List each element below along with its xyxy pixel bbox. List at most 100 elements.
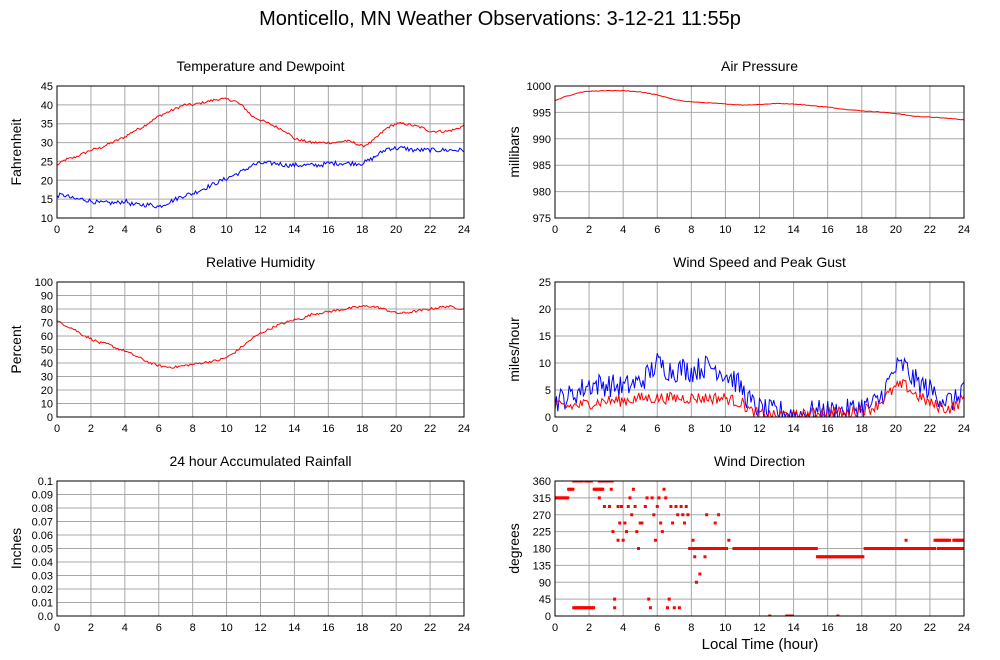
y-axis-label: miles/hour (506, 317, 522, 382)
x-tick-label: 18 (356, 622, 368, 634)
direction-point (637, 547, 641, 550)
direction-point (814, 547, 818, 550)
direction-point (861, 555, 865, 559)
direction-point (647, 597, 651, 601)
x-tick-label: 2 (586, 622, 592, 634)
plot-area (57, 97, 464, 209)
y-tick-label: 20 (41, 385, 53, 397)
y-tick-label: 25 (539, 277, 551, 289)
x-tick-label: 6 (156, 423, 162, 435)
x-tick-label: 16 (822, 224, 834, 236)
direction-point (592, 606, 596, 610)
direction-point (660, 530, 664, 534)
chart-title: Relative Humidity (206, 254, 315, 270)
direction-point (683, 521, 687, 525)
direction-point (633, 505, 637, 508)
x-tick-label: 8 (190, 622, 196, 634)
x-tick-label: 14 (787, 224, 799, 236)
x-tick-label: 20 (390, 423, 402, 435)
direction-point (609, 487, 613, 491)
x-tick-label: 18 (356, 224, 368, 236)
direction-point (643, 505, 647, 508)
y-tick-label: 0.08 (32, 503, 53, 515)
direction-point (684, 505, 688, 508)
x-tick-label: 4 (620, 423, 626, 435)
direction-point (645, 496, 649, 500)
x-tick-label: 16 (322, 423, 334, 435)
direction-point (659, 521, 663, 525)
plot-frame (56, 281, 465, 418)
x-tick-label: 24 (958, 423, 970, 435)
direction-point (630, 513, 634, 517)
direction-point (961, 547, 964, 550)
x-tick-label: 12 (753, 224, 765, 236)
x-tick-label: 8 (688, 423, 694, 435)
x-tick-label: 12 (254, 423, 266, 435)
series-line-red (57, 97, 464, 166)
x-tick-label: 10 (719, 423, 731, 435)
y-tick-label: 980 (533, 187, 551, 199)
x-tick-label: 24 (458, 423, 470, 435)
x-tick-label: 8 (688, 224, 694, 236)
y-tick-label: 0.04 (32, 557, 53, 569)
x-tick-label: 12 (254, 224, 266, 236)
chart-title: Wind Direction (714, 453, 805, 469)
y-tick-label: 35 (41, 119, 53, 131)
y-axis-label: Inches (8, 528, 24, 569)
series-line-blue (57, 145, 464, 209)
y-tick-label: 45 (41, 81, 53, 93)
x-tick-label: 2 (88, 622, 94, 634)
x-tick-label: 16 (822, 622, 834, 634)
x-tick-label: 10 (220, 224, 232, 236)
y-tick-label: 5 (545, 385, 551, 397)
direction-point (623, 521, 627, 525)
direction-point (677, 606, 681, 610)
y-tick-label: 985 (533, 160, 551, 172)
x-tick-label: 6 (156, 622, 162, 634)
plot-area (555, 481, 964, 616)
chart-title: Wind Speed and Peak Gust (673, 254, 846, 270)
direction-point (611, 530, 615, 534)
x-tick-label: 4 (620, 224, 626, 236)
direction-point (657, 496, 661, 500)
direction-point (669, 505, 673, 508)
direction-point (621, 538, 625, 542)
direction-point (681, 513, 685, 517)
x-tick-label: 4 (122, 224, 128, 236)
chart-title: Temperature and Dewpoint (176, 58, 344, 74)
chart-title: 24 hour Accumulated Rainfall (169, 453, 351, 469)
x-tick-label: 2 (88, 224, 94, 236)
x-tick-label: 10 (719, 622, 731, 634)
direction-point (608, 505, 612, 508)
direction-point (652, 513, 656, 517)
plot-area (555, 353, 964, 417)
direction-point (705, 513, 709, 517)
y-tick-label: 40 (41, 358, 53, 370)
direction-point (789, 547, 793, 550)
direction-point (665, 606, 669, 610)
y-tick-label: 25 (41, 156, 53, 168)
direction-point (610, 481, 614, 483)
x-tick-label: 20 (890, 622, 902, 634)
series-line-blue (555, 353, 964, 417)
direction-point (693, 555, 697, 559)
plot-frame (554, 85, 965, 219)
plot-frame (56, 480, 465, 617)
x-tick-label: 4 (122, 622, 128, 634)
y-tick-label: 60 (41, 331, 53, 343)
direction-point (650, 496, 654, 500)
x-tick-label: 18 (856, 423, 868, 435)
direction-point (662, 487, 666, 491)
direction-point (655, 505, 659, 508)
direction-point (580, 481, 584, 483)
plot-frame (554, 480, 965, 617)
shared-x-axis-label: Local Time (hour) (701, 636, 819, 653)
plot-frame (554, 281, 965, 418)
x-tick-label: 6 (654, 224, 660, 236)
x-tick-label: 24 (958, 224, 970, 236)
page-title: Monticello, MN Weather Observations: 3-1… (259, 8, 741, 30)
